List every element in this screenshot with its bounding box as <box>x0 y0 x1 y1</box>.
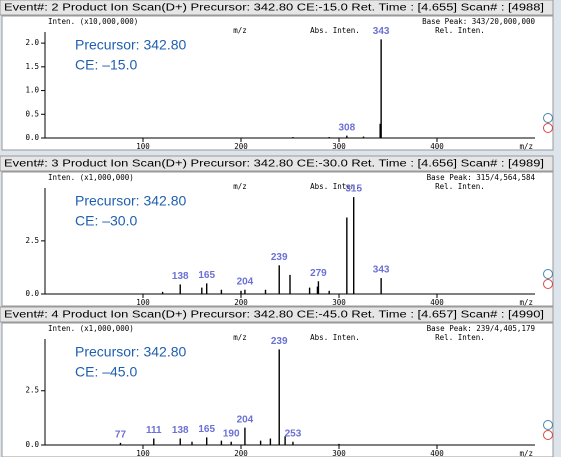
x-tick-label: 300 <box>332 298 346 307</box>
column-header: Rel. Inten. <box>435 182 485 191</box>
y-tick-label: 0.0 <box>25 289 39 298</box>
peak-label: 204 <box>237 414 254 425</box>
base-peak: Base Peak: 239/4,405,179 <box>427 324 535 333</box>
x-axis-label: m/z <box>519 449 533 457</box>
y-tick-label: 0.0 <box>25 133 39 142</box>
y-tick-label: 2.5 <box>25 386 39 395</box>
peak-label: 190 <box>223 428 240 439</box>
zoom-button[interactable] <box>543 430 553 440</box>
x-tick-label: 300 <box>332 142 346 151</box>
peak-label: 165 <box>198 424 215 435</box>
panel-title: Event#: 3 Product Ion Scan(D+) Precursor… <box>4 159 544 170</box>
column-header: Abs. Inten. <box>310 333 360 342</box>
y-tick-label: 0.0 <box>25 440 39 449</box>
peak-label: 138 <box>172 425 189 436</box>
x-tick-label: 200 <box>234 142 248 151</box>
peak-label: 138 <box>172 271 189 282</box>
annotation: CE: –15.0 <box>75 57 137 73</box>
peak-label: 253 <box>285 428 302 439</box>
zoom-button[interactable] <box>543 123 553 133</box>
x-tick-label: 100 <box>136 449 150 457</box>
x-tick-label: 400 <box>430 298 444 307</box>
spectrum-panel: Event#: 3 Product Ion Scan(D+) Precursor… <box>0 155 554 307</box>
annotation: Precursor: 342.80 <box>75 344 186 360</box>
plot-area <box>1 322 554 457</box>
column-header: m/z <box>233 333 247 342</box>
base-peak: Base Peak: 343/20,000,000 <box>422 17 535 26</box>
x-tick-label: 100 <box>136 142 150 151</box>
x-axis-label: m/z <box>519 298 533 307</box>
spectrum-panel: Event#: 2 Product Ion Scan(D+) Precursor… <box>0 0 554 151</box>
x-tick-label: 100 <box>136 298 150 307</box>
column-header: Rel. Inten. <box>435 26 485 35</box>
panel-title: Event#: 2 Product Ion Scan(D+) Precursor… <box>4 3 544 14</box>
panel-header <box>0 0 554 16</box>
y-tick-label: 2.5 <box>25 236 39 245</box>
panel-header <box>0 306 554 323</box>
x-axis-label: m/z <box>519 142 533 151</box>
peak-label: 165 <box>198 270 215 281</box>
zoom-button[interactable] <box>543 269 553 279</box>
zoom-button[interactable] <box>543 113 553 123</box>
peak-label: 279 <box>310 268 327 279</box>
x-tick-label: 200 <box>234 298 248 307</box>
x-tick-label: 400 <box>430 142 444 151</box>
peak-label: 77 <box>115 429 127 440</box>
peak-label: 343 <box>373 26 390 37</box>
column-header: m/z <box>233 182 247 191</box>
peak-label: 239 <box>271 252 288 263</box>
spectrum-panel: Event#: 4 Product Ion Scan(D+) Precursor… <box>0 306 554 457</box>
panel-title: Event#: 4 Product Ion Scan(D+) Precursor… <box>4 310 544 321</box>
column-header: Abs. Inten. <box>310 182 360 191</box>
column-header: Abs. Inten. <box>310 26 360 35</box>
y-tick-label: 1.5 <box>25 62 39 71</box>
y-axis-label: Inten. (x10,000,000) <box>48 17 138 26</box>
x-tick-label: 200 <box>234 449 248 457</box>
panel-header <box>0 155 554 172</box>
peak-label: 111 <box>146 425 162 436</box>
y-axis-label: Inten. (x1,000,000) <box>48 173 134 182</box>
zoom-button[interactable] <box>543 420 553 430</box>
x-tick-label: 300 <box>332 449 346 457</box>
annotation: CE: –30.0 <box>75 213 137 229</box>
peak-label: 315 <box>345 184 362 195</box>
annotation: Precursor: 342.80 <box>75 193 186 209</box>
annotation: CE: –45.0 <box>75 364 137 380</box>
peak-label: 239 <box>271 336 288 347</box>
zoom-button[interactable] <box>543 279 553 289</box>
peak-label: 343 <box>373 265 390 276</box>
y-tick-label: 0.5 <box>25 109 39 118</box>
peak-label: 204 <box>237 276 254 287</box>
y-tick-label: 2.0 <box>25 38 39 47</box>
base-peak: Base Peak: 315/4,564,584 <box>427 173 536 182</box>
x-tick-label: 400 <box>430 449 444 457</box>
annotation: Precursor: 342.80 <box>75 37 186 53</box>
peak-label: 308 <box>338 122 355 133</box>
y-tick-label: 1.0 <box>25 86 39 95</box>
column-header: Rel. Inten. <box>435 333 485 342</box>
plot-area <box>1 171 554 307</box>
column-header: m/z <box>233 26 247 35</box>
y-axis-label: Inten. (x1,000,000) <box>48 324 134 333</box>
plot-area <box>1 15 554 151</box>
